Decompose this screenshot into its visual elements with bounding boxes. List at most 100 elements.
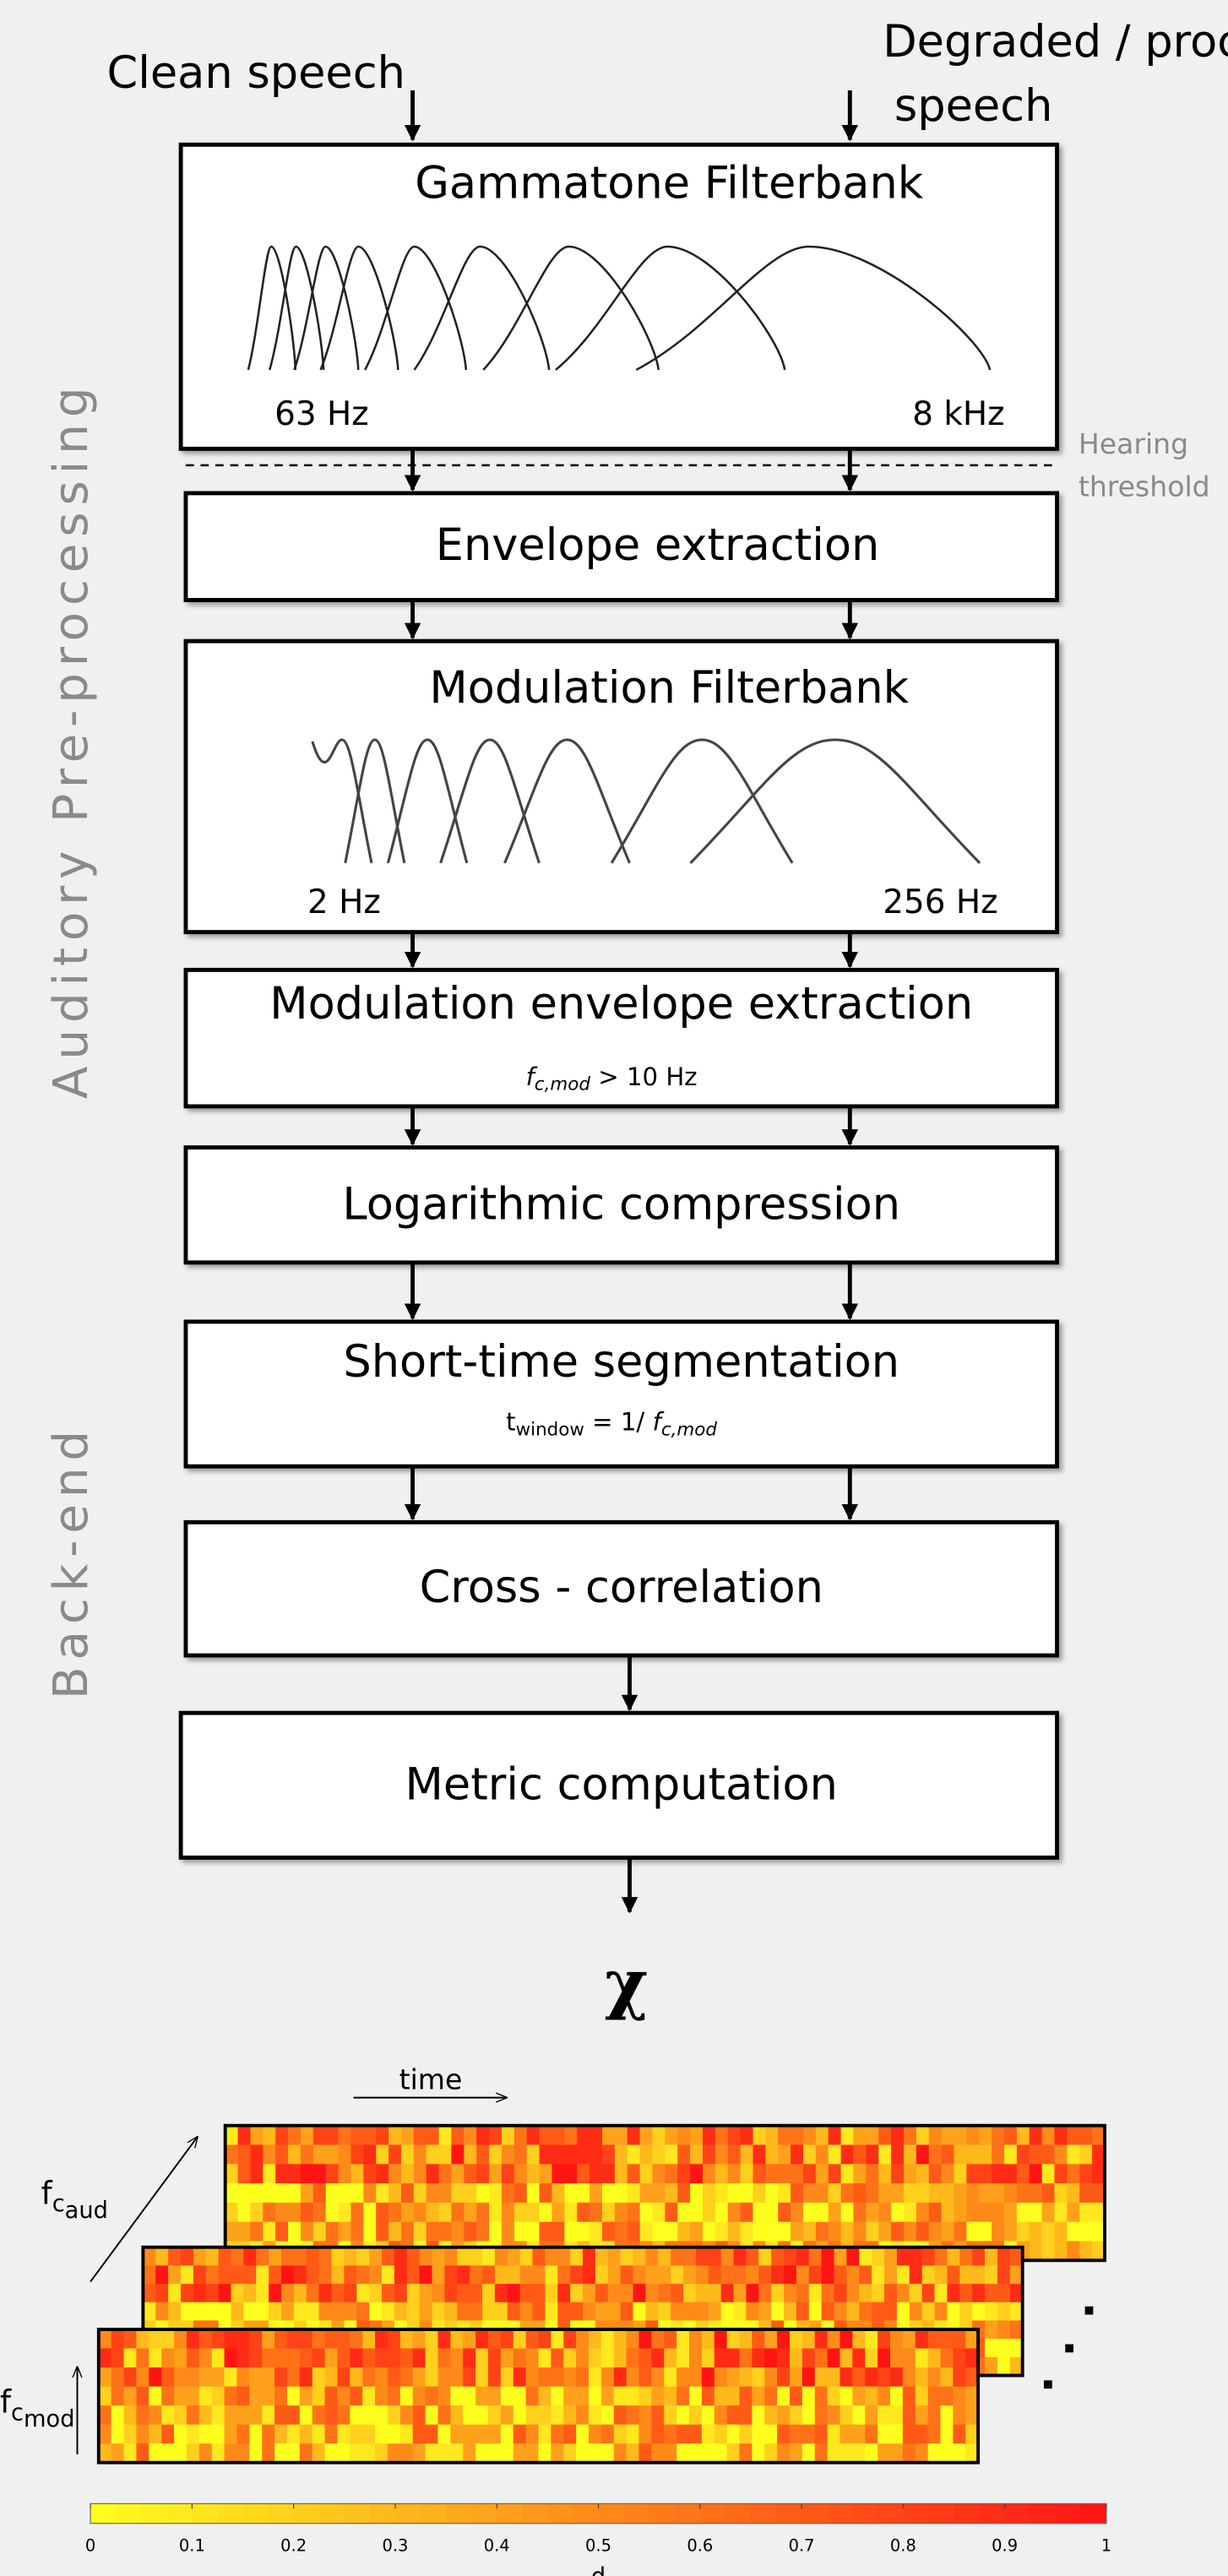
heatmap-cell: [444, 2302, 458, 2322]
heatmap-cell: [814, 2405, 829, 2426]
heatmap-cell: [714, 2424, 728, 2444]
heatmap-cell: [168, 2247, 182, 2266]
heatmap-cell: [274, 2348, 288, 2368]
heatmap-cell: [771, 2284, 785, 2303]
heatmap-cell: [896, 2265, 910, 2285]
heatmap-cell: [437, 2424, 451, 2444]
heatmap-cell: [915, 2443, 929, 2464]
colorbar-tick-label: 0.3: [382, 2535, 408, 2555]
heatmap-cell: [979, 2221, 992, 2242]
heatmap-cell: [701, 2424, 715, 2444]
heatmap-cell: [149, 2367, 162, 2388]
heatmap-cell: [645, 2284, 659, 2303]
heatmap-cell: [324, 2386, 339, 2406]
colorbar-step: [421, 2503, 447, 2524]
heatmap-cell: [136, 2329, 149, 2350]
heatmap-cell: [450, 2348, 464, 2368]
heatmap-cell: [665, 2221, 678, 2242]
heatmap-cell: [720, 2265, 735, 2285]
heatmap-cell: [840, 2221, 855, 2242]
heatmap-cell: [331, 2265, 345, 2285]
block-box: [178, 142, 1059, 451]
block-note: twindow = 1/ fc,mod: [506, 1408, 717, 1441]
heatmap-cell: [588, 2443, 602, 2464]
heatmap-cell: [111, 2443, 125, 2464]
heatmap-cell: [1041, 2202, 1056, 2223]
heatmap-cell: [475, 2386, 489, 2406]
heatmap-cell: [600, 2405, 615, 2426]
heatmap-cell: [992, 2221, 1005, 2242]
heatmap-cell: [916, 2183, 930, 2204]
heatmap-cell: [337, 2329, 350, 2350]
heatmap-cell: [111, 2367, 125, 2388]
heatmap-cell: [828, 2183, 842, 2204]
heatmap-cell: [186, 2348, 200, 2368]
heatmap: [223, 2123, 1106, 2263]
filter-curve: [482, 245, 660, 371]
heatmap-cell: [513, 2221, 528, 2242]
heatmap-cell: [839, 2405, 853, 2426]
heatmap-cell: [954, 2221, 967, 2242]
note-t: t: [506, 1408, 515, 1437]
heatmap-cell: [740, 2183, 754, 2204]
heatmap-cell: [513, 2164, 528, 2184]
heatmap-cell: [852, 2443, 866, 2464]
fmod-label: fcmod: [0, 2383, 74, 2432]
heatmap-cell: [896, 2247, 910, 2266]
heatmap-cell: [500, 2329, 514, 2350]
heatmap-cell: [389, 2164, 402, 2184]
heatmap-cell: [470, 2284, 483, 2303]
heatmap-cell: [288, 2125, 302, 2146]
block-box: [183, 1519, 1059, 1658]
heatmap-cell: [149, 2329, 162, 2350]
heatmap-cell: [111, 2424, 125, 2444]
heatmap-cell: [965, 2329, 979, 2350]
heatmap-cell: [375, 2405, 389, 2426]
heatmap-cell: [394, 2247, 408, 2266]
block-title: Logarithmic compression: [342, 1178, 900, 1230]
heatmap-cell: [400, 2125, 415, 2146]
heatmap-cell: [739, 2367, 753, 2388]
heatmap-cell: [714, 2443, 728, 2464]
heatmap-cell: [274, 2329, 288, 2350]
heatmap-cell: [802, 2125, 817, 2146]
heatmap-cell: [174, 2329, 187, 2350]
heatmap-cell: [814, 2348, 829, 2368]
heatmap-cell: [665, 2144, 678, 2165]
heatmap-cell: [947, 2302, 960, 2322]
heatmap-cell: [263, 2164, 276, 2184]
filter-curve: [635, 245, 992, 372]
heatmap-cell: [564, 2164, 578, 2184]
heatmap-cell: [676, 2348, 690, 2368]
filter-curve: [439, 738, 541, 864]
heatmap-cell: [263, 2125, 276, 2146]
heatmap-cell: [909, 2302, 923, 2322]
heatmap-cell: [457, 2284, 470, 2303]
heatmap-cell: [702, 2125, 716, 2146]
heatmap-cell: [299, 2329, 313, 2350]
heatmap-cell: [224, 2443, 238, 2464]
heatmap-frame: [96, 2328, 981, 2465]
heatmap-cell: [551, 2348, 564, 2368]
heatmap-cell: [507, 2302, 521, 2322]
heatmap-cell: [865, 2405, 878, 2426]
heatmap-cell: [702, 2221, 716, 2242]
colorbar-step: [547, 2503, 574, 2524]
heatmap-cell: [714, 2367, 728, 2388]
heatmap-cell: [269, 2247, 282, 2266]
heatmap-cell: [633, 2284, 646, 2303]
heatmap-cell: [1003, 2125, 1018, 2146]
heatmap-cell: [607, 2247, 622, 2266]
heatmap-cell: [839, 2443, 853, 2464]
heatmap-cell: [872, 2247, 885, 2266]
heatmap-cell: [487, 2405, 502, 2426]
heatmap-cell: [902, 2443, 916, 2464]
heatmap-cell: [143, 2284, 156, 2303]
heatmap-cell: [815, 2164, 829, 2184]
heatmap-cell: [437, 2443, 451, 2464]
heatmap-cell: [394, 2284, 408, 2303]
heatmap-cell: [814, 2329, 829, 2350]
heatmap-cell: [676, 2367, 690, 2388]
heatmap-cell: [362, 2386, 376, 2406]
note-sub: window: [516, 1419, 584, 1440]
